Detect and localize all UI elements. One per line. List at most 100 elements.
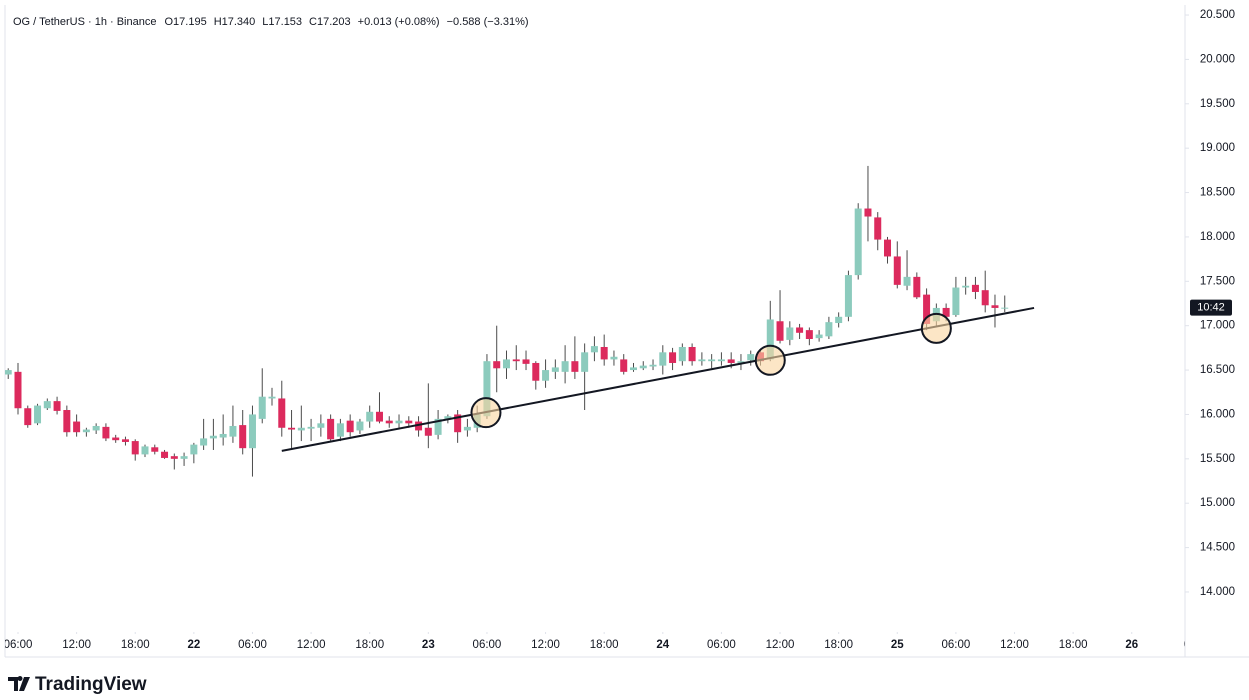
x-tick-label: 06:00	[238, 639, 267, 651]
candle-body	[141, 446, 149, 455]
candle-body	[317, 423, 325, 428]
candle-body	[708, 359, 716, 362]
y-tick-label: 18.500	[1200, 187, 1235, 199]
candle-body	[747, 354, 755, 361]
candle-body	[219, 433, 227, 438]
header-value: H17.340	[214, 16, 256, 28]
candle-body	[991, 305, 999, 308]
x-tick-label: 18:00	[1059, 639, 1088, 651]
candle-body	[698, 359, 706, 362]
candle-body	[913, 276, 921, 298]
candle-body	[678, 346, 686, 362]
candle-body	[444, 416, 452, 419]
candle-body	[688, 346, 696, 362]
candle-body	[63, 410, 71, 433]
candle-body	[209, 435, 217, 439]
candle-body	[884, 239, 892, 257]
candle-body	[620, 359, 628, 372]
y-tick-label: 16.000	[1200, 408, 1235, 420]
candle-body	[815, 334, 823, 339]
symbol: OG / TetherUS · 1h · Binance	[13, 16, 156, 28]
candle-body	[24, 408, 32, 426]
y-tick-label: 18.000	[1200, 231, 1235, 243]
candle-body	[962, 285, 970, 288]
x-tick-label: 22	[187, 639, 200, 651]
candle-body	[405, 420, 413, 424]
candle-body	[248, 414, 256, 449]
candle-body	[170, 456, 178, 459]
candle-body	[971, 284, 979, 292]
candle-body	[776, 321, 784, 341]
x-tick-label: 12:00	[62, 639, 91, 651]
candle-body	[53, 401, 61, 411]
candle-body	[923, 294, 931, 324]
candle-body	[551, 367, 559, 372]
candle-body	[346, 420, 354, 433]
candle-body	[454, 414, 462, 433]
candle-body	[131, 441, 139, 455]
x-tick-label: 24	[656, 639, 669, 651]
candle-body	[502, 359, 510, 369]
header: OG / TetherUS · 1h · Binance O17.195 H17.…	[13, 16, 529, 28]
x-tick-label: 12:00	[1000, 639, 1029, 651]
candle-body	[717, 359, 725, 362]
x-tick-label: 23	[422, 639, 435, 651]
candle-body	[639, 365, 647, 369]
y-tick-label: 17.500	[1200, 275, 1235, 287]
x-tick-label: 12:00	[531, 639, 560, 651]
candle-body	[600, 346, 608, 360]
y-tick-label: 20.500	[1200, 9, 1235, 21]
candle-body	[796, 327, 804, 333]
candle-body	[434, 418, 442, 435]
candle-body	[581, 352, 589, 372]
candle-body	[288, 427, 296, 430]
candle-body	[229, 425, 237, 437]
candle-body	[854, 208, 862, 276]
trendline	[281, 306, 1035, 452]
candle-body	[629, 367, 637, 371]
candle-body	[952, 287, 960, 316]
candle-body	[864, 208, 872, 217]
x-tick-label: 18:00	[824, 639, 853, 651]
candle-body	[493, 361, 501, 369]
candle-body	[297, 427, 305, 431]
candle-body	[942, 307, 950, 317]
x-tick-label: 06:00	[473, 639, 502, 651]
candle-body	[14, 371, 22, 409]
candle-body	[766, 319, 774, 360]
candle-body	[415, 421, 423, 431]
candle-body	[903, 276, 911, 286]
candle-body	[239, 425, 247, 449]
candle-body	[190, 444, 198, 455]
candle-body	[92, 425, 100, 431]
y-tick-label: 19.000	[1200, 142, 1235, 154]
header-value: +0.013 (+0.08%)	[358, 16, 440, 28]
candle-body	[151, 447, 159, 452]
candle-body	[327, 418, 335, 440]
candle-body	[727, 359, 735, 363]
candle-body	[112, 437, 120, 441]
candle-body	[278, 398, 286, 428]
x-tick-label: 06:00	[942, 639, 971, 651]
x-tick-label: 18:00	[590, 639, 619, 651]
plot-area	[5, 165, 1035, 477]
candle-body	[307, 426, 315, 429]
x-tick-label: 26	[1125, 639, 1138, 651]
x-tick-label: 06:00	[707, 639, 736, 651]
y-tick-label: 19.500	[1200, 98, 1235, 110]
candle-body	[571, 361, 579, 372]
candle-body	[835, 316, 843, 324]
candle-body	[532, 362, 540, 381]
highlight-circle	[754, 344, 786, 376]
candle-body	[610, 356, 618, 360]
candle-body	[590, 346, 598, 353]
x-tick-label: 06	[1184, 639, 1197, 651]
candle-body	[1001, 307, 1009, 309]
y-axis: 14.000 14.500 15.000 15.500 16.000 16.500 17.0…	[1185, 9, 1235, 598]
candle-body	[161, 451, 169, 458]
candle-body	[73, 421, 81, 433]
candle-body	[102, 426, 110, 439]
price-badge	[1190, 299, 1232, 316]
candle-body	[542, 370, 550, 381]
